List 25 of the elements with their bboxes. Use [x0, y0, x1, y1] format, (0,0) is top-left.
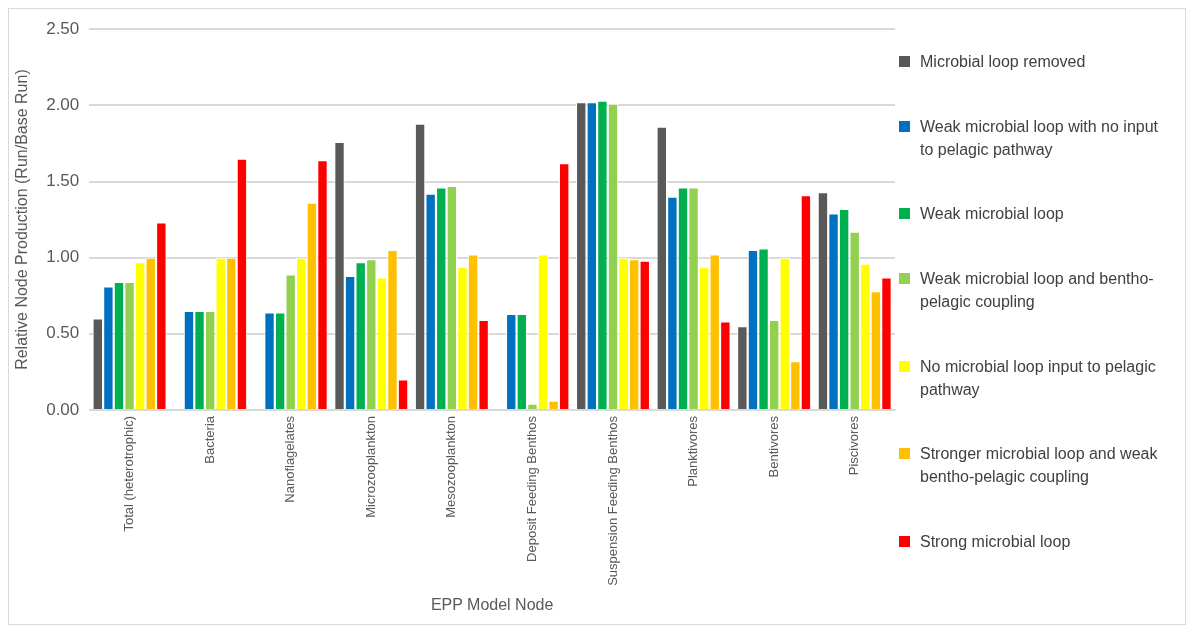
x-tick-label: Mesozooplankton [443, 415, 459, 518]
x-tick-label: Piscivores [846, 415, 862, 476]
x-tick-label: Deposit Feeding Benthos [524, 415, 540, 562]
legend-label: Weak microbial loop with no input to pelagic pathway [920, 116, 1160, 160]
y-tick-label: 1.00 [46, 247, 80, 267]
legend-label: Strong microbial loop [920, 532, 1071, 553]
x-tick-label: Bentivores [765, 415, 781, 478]
legend-label: Stronger microbial loop and weak bentho-pelagic coupling [920, 444, 1159, 488]
y-tick-label: 0.50 [46, 323, 80, 343]
x-tick-label: Suspension Feeding Benthos [604, 415, 620, 586]
x-tick-label: Planktivores [685, 415, 701, 487]
y-tick-label: 0.00 [46, 399, 80, 419]
y-axis-title: Relative Node Production (Run/Base Run) [13, 69, 31, 370]
y-tick-label: 1.50 [46, 171, 80, 191]
y-tick-label: 2.50 [46, 18, 80, 38]
y-tick-label: 2.00 [46, 95, 80, 115]
x-tick-label: Bacteria [201, 415, 217, 464]
legend-label: Weak microbial loop and bentho-pelagic coupling [920, 268, 1155, 312]
legend-label: No microbial loop input to pelagic pathway [920, 356, 1157, 400]
x-tick-label: Nanoflagelates [282, 415, 298, 503]
x-tick-label: Microzooplankton [362, 415, 378, 518]
legend-label: Microbial loop removed [920, 51, 1086, 72]
x-tick-label: Total (heterotrophic) [121, 415, 137, 532]
legend-label: Weak microbial loop [920, 204, 1064, 225]
x-axis-title: EPP Model Node [430, 595, 554, 613]
